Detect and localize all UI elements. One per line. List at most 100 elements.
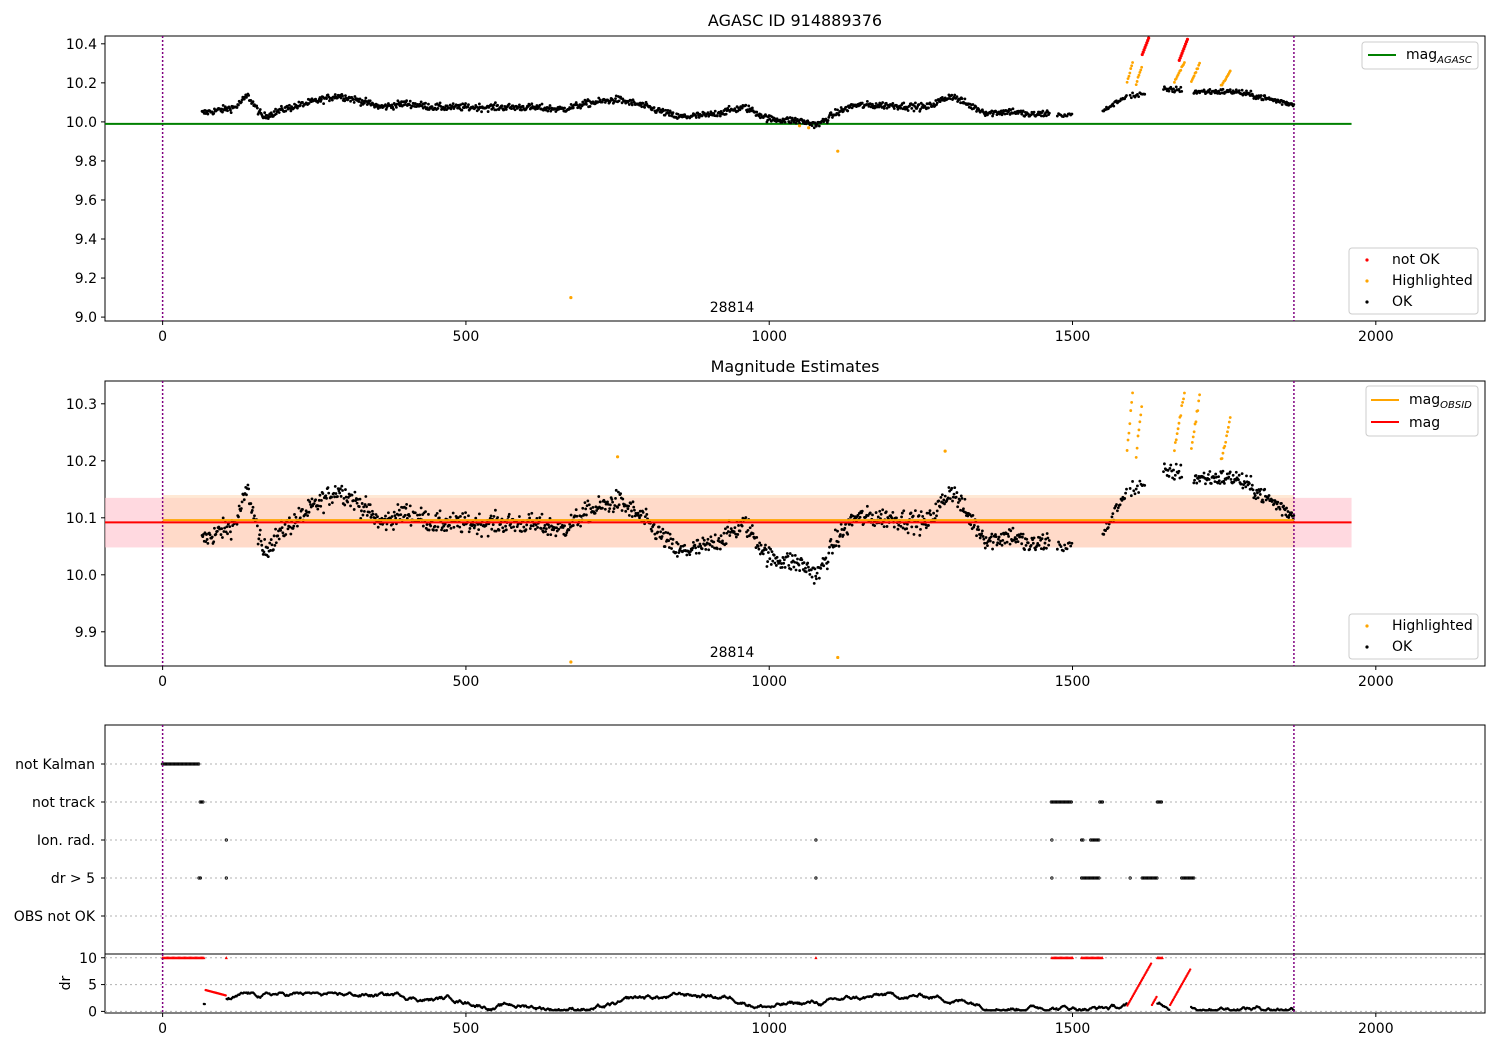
ok-point [466, 105, 470, 109]
ok-point [1228, 88, 1232, 91]
highlighted-point [1140, 405, 1144, 409]
ok-point [350, 493, 354, 497]
ok-point [419, 100, 423, 104]
ok-point [215, 529, 219, 533]
ok-point [928, 509, 932, 513]
ok-point [1221, 469, 1225, 473]
ok-point [583, 501, 587, 504]
ok-point [911, 514, 915, 518]
ok-point [611, 98, 614, 102]
ok-point [380, 516, 384, 520]
ok-point [598, 98, 602, 102]
ok-point [1044, 537, 1048, 541]
ok-point [712, 540, 716, 544]
estimates-legend-lines: magOBSID mag [1365, 385, 1479, 437]
ok-point [219, 533, 223, 536]
highlighted-point [1194, 420, 1198, 424]
ok-point [885, 525, 889, 528]
ok-point [507, 512, 511, 516]
ok-point [582, 513, 586, 516]
ok-point [785, 552, 789, 555]
ok-point [815, 571, 819, 575]
ok-point [598, 500, 602, 504]
ok-point [705, 541, 709, 545]
ok-point [764, 548, 768, 551]
ok-point [983, 541, 986, 545]
x-tick-label: 0 [158, 674, 167, 690]
ok-point [694, 551, 698, 555]
ok-point [740, 524, 744, 528]
ok-point [709, 535, 713, 539]
ok-point [281, 531, 285, 535]
ok-point [399, 513, 403, 517]
ok-point [574, 508, 578, 512]
ok-point [806, 561, 810, 565]
ok-point [324, 494, 328, 498]
ok-point [963, 97, 967, 101]
ok-point [697, 545, 700, 549]
x-tick-label: 0 [158, 1021, 167, 1037]
ok-point [358, 97, 362, 101]
highlighted-point [1190, 80, 1193, 83]
highlighted-point [1197, 399, 1201, 403]
ok-point [1253, 494, 1257, 497]
ok-point [593, 511, 597, 515]
ok-point [434, 514, 438, 517]
ok-point [595, 509, 598, 512]
highlighted-point [1227, 425, 1230, 429]
ok-point [1237, 473, 1241, 477]
ok-point [1043, 541, 1047, 545]
ok-point [915, 525, 919, 529]
flag-marker [224, 838, 228, 842]
ok-point [247, 93, 251, 97]
ok-point [229, 530, 232, 534]
ok-point [909, 511, 913, 515]
ok-point [1062, 549, 1065, 553]
ok-point [778, 559, 782, 563]
y-tick-label: 0 [88, 1004, 97, 1020]
ok-point [467, 514, 470, 518]
ok-point [403, 103, 407, 106]
ok-point [409, 523, 413, 527]
dr-clipped-marker [1070, 956, 1075, 960]
ok-point [1015, 537, 1018, 541]
ok-point [874, 102, 878, 105]
ok-point [357, 100, 361, 103]
ok-point [474, 516, 478, 520]
ok-point [297, 100, 301, 104]
ok-point [1014, 540, 1018, 544]
ok-point [1019, 532, 1023, 536]
ok-point [794, 568, 798, 572]
highlighted-point [1173, 449, 1176, 453]
ok-point [758, 541, 762, 545]
legend-mag-obsid-base: mag [1409, 392, 1440, 408]
ok-point [263, 111, 267, 115]
ok-point [1137, 491, 1141, 494]
ok-point [925, 102, 929, 106]
ok-point [796, 557, 799, 561]
legend-not-ok-label: not OK [1392, 252, 1440, 268]
ok-point [614, 97, 617, 101]
ok-point [895, 516, 898, 520]
dr-axis-label: dr [58, 975, 74, 990]
ok-point [659, 530, 663, 534]
ok-point [899, 106, 903, 110]
ok-point [1003, 541, 1007, 545]
ok-point [320, 498, 323, 502]
ok-point [499, 522, 502, 526]
ok-point [726, 525, 730, 529]
ok-point [353, 95, 357, 98]
highlighted-point [1224, 78, 1228, 81]
ok-point [610, 498, 614, 501]
ok-point [700, 547, 704, 551]
ok-point [1028, 547, 1032, 551]
ok-point [1180, 475, 1184, 479]
ok-point [983, 546, 987, 550]
ok-point [991, 114, 994, 118]
ok-point [726, 530, 730, 533]
ok-point [368, 503, 372, 507]
ok-point [293, 513, 296, 516]
ok-point [397, 508, 401, 512]
ok-point [697, 551, 701, 555]
ok-point [221, 103, 225, 107]
